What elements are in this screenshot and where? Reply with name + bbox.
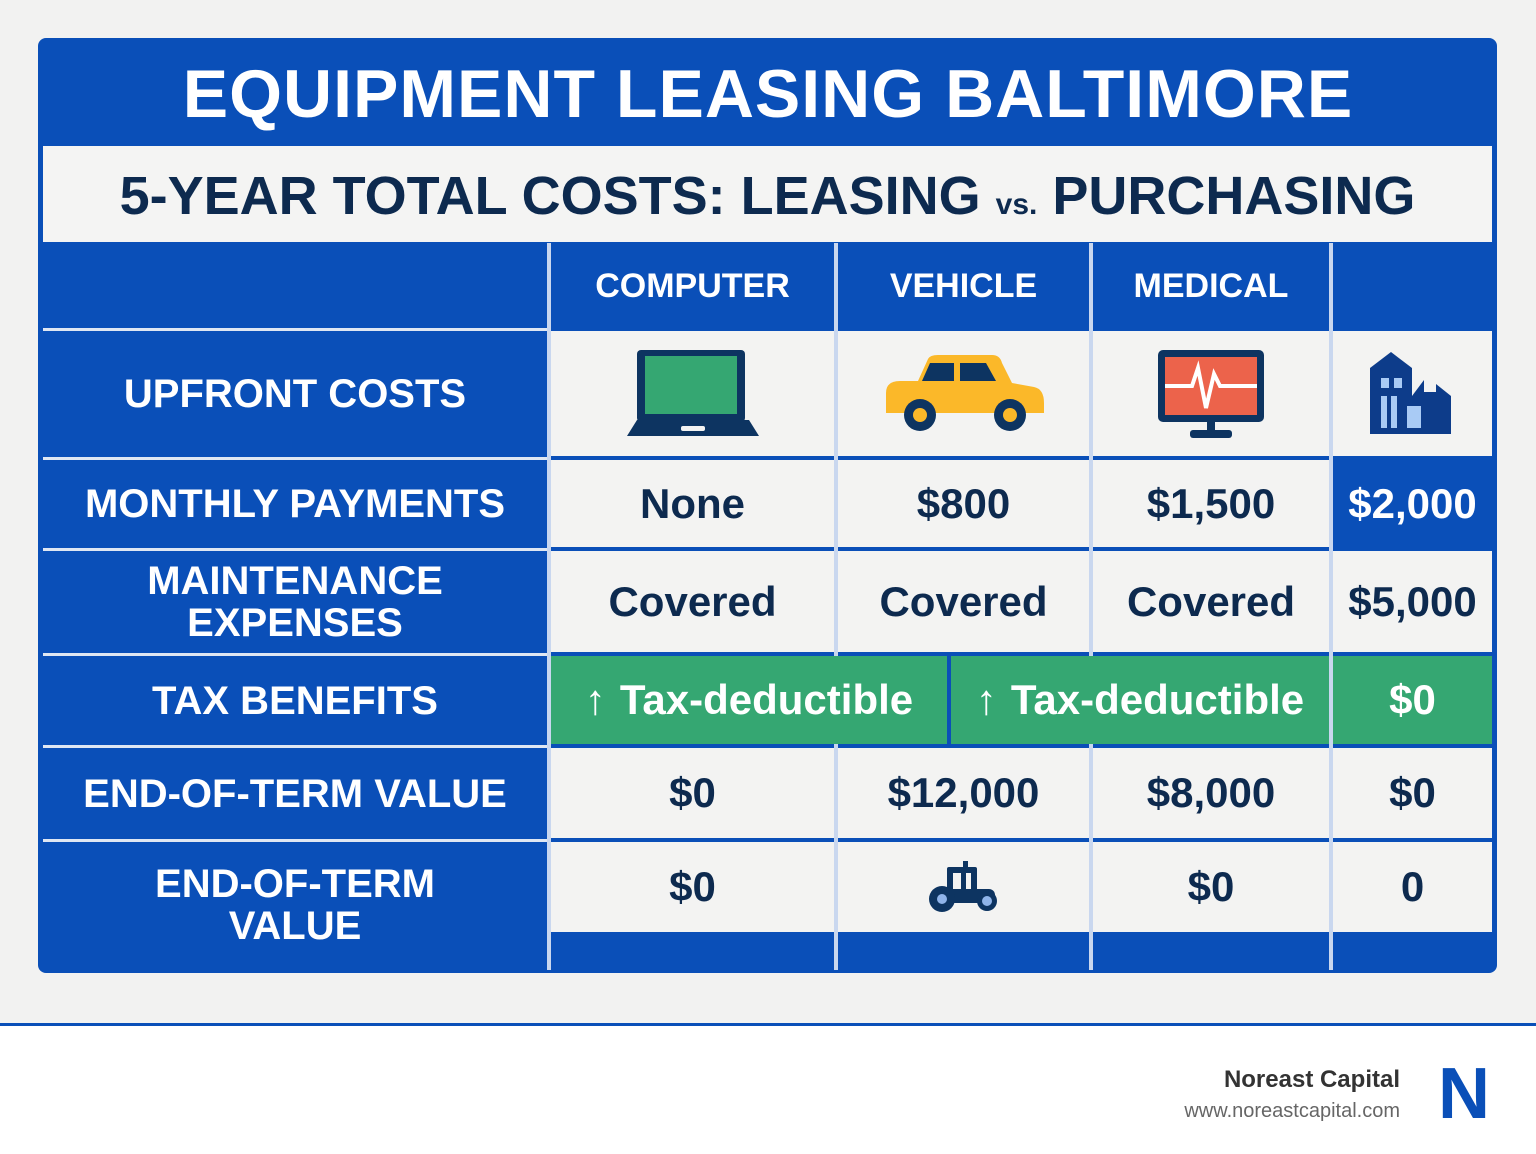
tax-value: Tax-deductible xyxy=(1010,676,1305,723)
divider xyxy=(547,243,551,970)
cell-upfront-computer xyxy=(551,331,834,456)
subtitle: 5-YEAR TOTAL COSTS: LEASING vs. PURCHASI… xyxy=(43,146,1492,242)
subtitle-part1: 5-YEAR TOTAL COSTS: LEASING xyxy=(119,166,981,226)
label-line: EXPENSES xyxy=(187,601,403,645)
car-icon xyxy=(885,354,1044,431)
cell-maintenance-4: $5,000 xyxy=(1333,551,1492,652)
cell-maintenance-vehicle: Covered xyxy=(838,551,1089,652)
cell-end2-medical: $0 xyxy=(1093,842,1329,932)
laptop-icon xyxy=(626,349,759,436)
cell-end1-medical: $8,000 xyxy=(1093,748,1329,838)
row-label-end-of-term: END-OF-TERM VALUE xyxy=(43,748,547,842)
cell-monthly-computer: None xyxy=(551,460,834,547)
heart-monitor-icon xyxy=(1158,349,1264,438)
cell-maintenance-medical: Covered xyxy=(1093,551,1329,652)
cell-end1-4: $0 xyxy=(1333,748,1492,838)
subtitle-part2: PURCHASING xyxy=(1052,166,1416,226)
cell-end2-computer: $0 xyxy=(551,842,834,932)
cell-monthly-vehicle: $800 xyxy=(838,460,1089,547)
cell-monthly-medical: $1,500 xyxy=(1093,460,1329,547)
row-label-upfront: UPFRONT COSTS xyxy=(43,331,547,460)
cell-upfront-vehicle xyxy=(838,331,1089,456)
cell-monthly-4: $2,000 xyxy=(1333,460,1492,547)
cell-tax-1: ↑ Tax-deductible xyxy=(551,656,947,744)
cell-end2-vehicle xyxy=(838,842,1089,932)
column-header-computer: COMPUTER xyxy=(595,266,790,305)
building-icon xyxy=(1369,351,1451,434)
tractor-icon xyxy=(928,861,997,912)
divider xyxy=(1329,243,1333,970)
arrow-up-icon: ↑ xyxy=(975,676,997,723)
label-line: END-OF-TERM xyxy=(155,862,435,906)
footer: Noreast Capital www.noreastcapital.com N xyxy=(0,1023,1536,1154)
logo: N xyxy=(1438,1054,1490,1134)
cell-tax-3: $0 xyxy=(1333,656,1492,744)
cell-upfront-4 xyxy=(1333,331,1492,456)
tax-value: Tax-deductible xyxy=(619,676,914,723)
page-title: EQUIPMENT LEASING BALTIMORE xyxy=(182,56,1354,132)
company-name: Noreast Capital xyxy=(1223,1066,1400,1093)
column-header-vehicle: VEHICLE xyxy=(889,266,1038,305)
cell-tax-2: ↑ Tax-deductible xyxy=(951,656,1329,744)
column-header-medical: MEDICAL xyxy=(1133,266,1289,305)
row-label-maintenance: MAINTENANCE EXPENSES xyxy=(43,551,547,656)
row-label-end-of-term-2: END-OF-TERM VALUE xyxy=(43,842,547,968)
cell-end1-computer: $0 xyxy=(551,748,834,838)
subtitle-vs: vs. xyxy=(995,188,1038,221)
cell-maintenance-computer: Covered xyxy=(551,551,834,652)
divider xyxy=(834,243,838,970)
cell-end1-vehicle: $12,000 xyxy=(838,748,1089,838)
label-line: VALUE xyxy=(228,904,362,948)
cell-end2-4: 0 xyxy=(1333,842,1492,932)
arrow-up-icon: ↑ xyxy=(584,676,606,723)
cell-upfront-medical xyxy=(1093,331,1329,456)
divider xyxy=(1089,243,1093,970)
row-label-tax: TAX BENEFITS xyxy=(43,656,547,748)
label-line: MAINTENANCE xyxy=(147,559,443,603)
row-label-monthly: MONTHLY PAYMENTS xyxy=(43,460,547,551)
company-url: www.noreastcapital.com xyxy=(1184,1100,1400,1122)
column-header-4 xyxy=(1333,243,1492,329)
header-corner xyxy=(43,243,547,331)
